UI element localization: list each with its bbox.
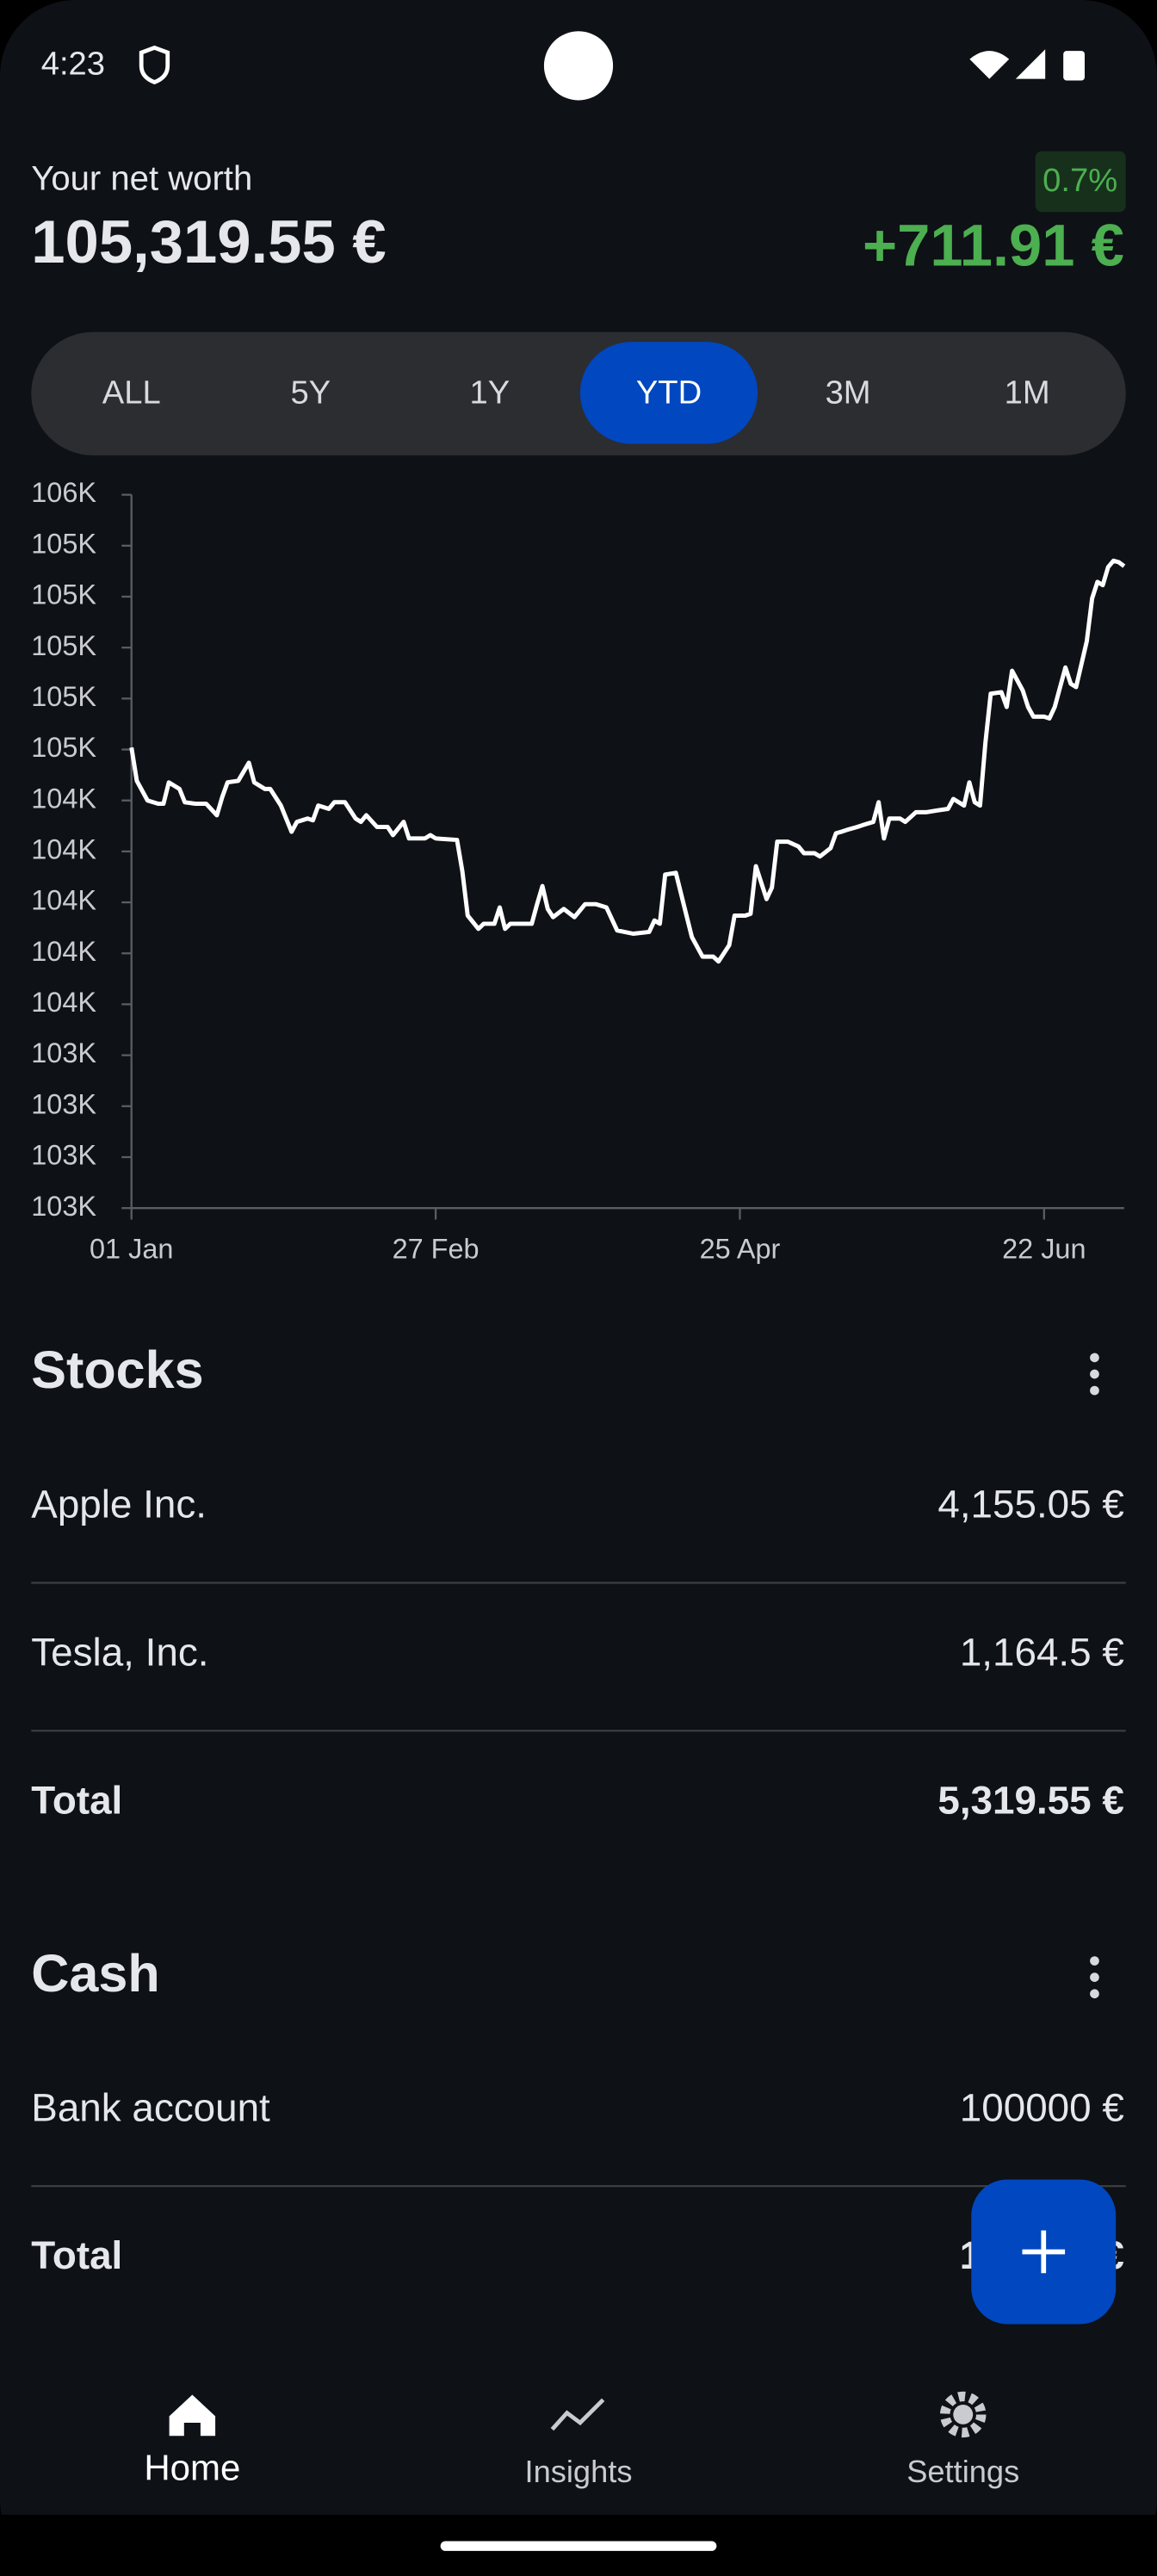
change: +711.91 € xyxy=(863,212,1124,278)
nav-label[interactable]: Settings xyxy=(906,2454,1019,2489)
range-option[interactable]: 3M xyxy=(826,374,871,411)
row-value: 4,155.05 € xyxy=(937,1483,1123,1526)
range-option[interactable]: ALL xyxy=(102,374,161,411)
y-tick-label: 104K xyxy=(31,936,96,967)
x-tick-label: 01 Jan xyxy=(90,1233,173,1264)
row-name: Bank account xyxy=(31,2085,270,2129)
insights-icon xyxy=(550,2398,605,2431)
nav-label[interactable]: Insights xyxy=(525,2454,633,2489)
settings-icon xyxy=(939,2391,987,2438)
net-worth-label: Your net worth xyxy=(31,160,252,198)
row-name: Tesla, Inc. xyxy=(31,1631,208,1675)
shield-icon xyxy=(139,45,170,85)
y-tick-label: 105K xyxy=(31,630,96,661)
range-option[interactable]: 5Y xyxy=(290,374,331,411)
section-title: Cash xyxy=(31,1944,159,2003)
range-option[interactable]: YTD xyxy=(636,374,702,411)
home-icon xyxy=(169,2394,216,2437)
percent-badge xyxy=(1035,151,1126,213)
y-tick-label: 103K xyxy=(31,1140,96,1171)
add-icon xyxy=(1022,2230,1066,2274)
y-tick-label: 105K xyxy=(31,528,96,559)
menu-dot xyxy=(1090,1989,1099,1999)
row-value: 1,164.5 € xyxy=(960,1631,1124,1675)
net-worth: 105,319.55 € xyxy=(31,207,386,276)
net-worth-line xyxy=(129,558,1126,964)
menu-dot xyxy=(1090,1956,1099,1966)
y-tick-label: 106K xyxy=(31,477,96,508)
y-tick-label: 103K xyxy=(31,1037,96,1068)
camera xyxy=(543,31,614,101)
y-tick-label: 103K xyxy=(31,1088,96,1119)
menu-dot xyxy=(1090,1369,1099,1379)
settings-icon-core xyxy=(953,2404,974,2424)
battery-icon xyxy=(1063,51,1085,81)
menu-dot xyxy=(1090,1972,1099,1982)
y-tick-label: 104K xyxy=(31,885,96,916)
x-tick-label: 25 Apr xyxy=(700,1233,781,1264)
x-tick-label: 22 Jun xyxy=(1002,1233,1086,1264)
section-title: Stocks xyxy=(31,1341,203,1399)
x-tick-label: 27 Feb xyxy=(393,1233,480,1264)
row-value: 100000 € xyxy=(960,2085,1124,2129)
signal-icon xyxy=(1015,49,1046,79)
range-selected xyxy=(579,342,758,444)
y-tick-label: 103K xyxy=(31,1191,96,1222)
y-tick-label: 105K xyxy=(31,732,96,763)
row-name: Apple Inc. xyxy=(31,1483,207,1526)
y-tick-label: 105K xyxy=(31,579,96,610)
total-label: Total xyxy=(31,2233,122,2277)
y-tick-label: 104K xyxy=(31,833,96,864)
total-value: 5,319.55 € xyxy=(937,1778,1123,1822)
y-tick-label: 105K xyxy=(31,681,96,712)
nav-label[interactable]: Home xyxy=(144,2447,240,2487)
status-time: 4:23 xyxy=(41,45,105,82)
y-tick-label: 104K xyxy=(31,987,96,1018)
range-option[interactable]: 1Y xyxy=(470,374,510,411)
total-label: Total xyxy=(31,1778,122,1822)
menu-dot xyxy=(1090,1353,1099,1363)
range-selector xyxy=(31,331,1126,455)
range-option[interactable]: 1M xyxy=(1005,374,1050,411)
menu-dot xyxy=(1090,1385,1099,1396)
change-percent: 0.7% xyxy=(1043,162,1117,199)
y-tick-label: 104K xyxy=(31,783,96,814)
wifi-icon xyxy=(969,51,1010,79)
gesture-handle xyxy=(440,2541,717,2551)
